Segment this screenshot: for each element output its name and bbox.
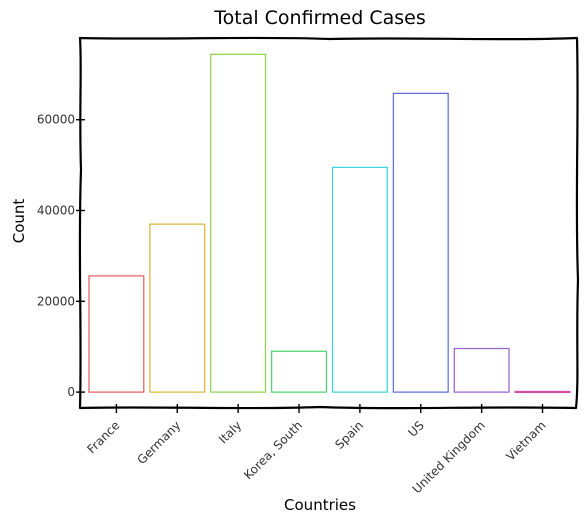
x-tick-label: Italy	[216, 418, 244, 446]
x-tick-label: Vietnam	[503, 418, 548, 463]
x-axis-label: Countries	[284, 496, 356, 514]
y-axis-label: Count	[10, 199, 28, 244]
y-axis-ticks: 0 20000 40000 60000	[37, 113, 85, 399]
x-tick-label: France	[84, 418, 122, 456]
x-tick-label: Korea, South	[241, 418, 305, 482]
y-tick-label: 0	[67, 385, 75, 399]
x-tick-label: Germany	[134, 418, 183, 467]
plot-frame	[78, 36, 580, 410]
chart-title: Total Confirmed Cases	[213, 7, 426, 29]
bar	[514, 390, 571, 394]
x-tick-label: US	[405, 418, 427, 440]
bar	[453, 347, 510, 393]
bar	[88, 275, 145, 393]
bar	[331, 166, 388, 393]
bar	[149, 223, 206, 393]
bars-group	[88, 53, 571, 394]
x-tick-label: Spain	[332, 418, 366, 452]
bar	[392, 92, 449, 393]
bar	[271, 350, 328, 393]
y-tick-label: 20000	[37, 294, 75, 308]
bar	[210, 53, 267, 393]
y-tick-label: 40000	[37, 204, 75, 218]
y-tick-label: 60000	[37, 113, 75, 127]
